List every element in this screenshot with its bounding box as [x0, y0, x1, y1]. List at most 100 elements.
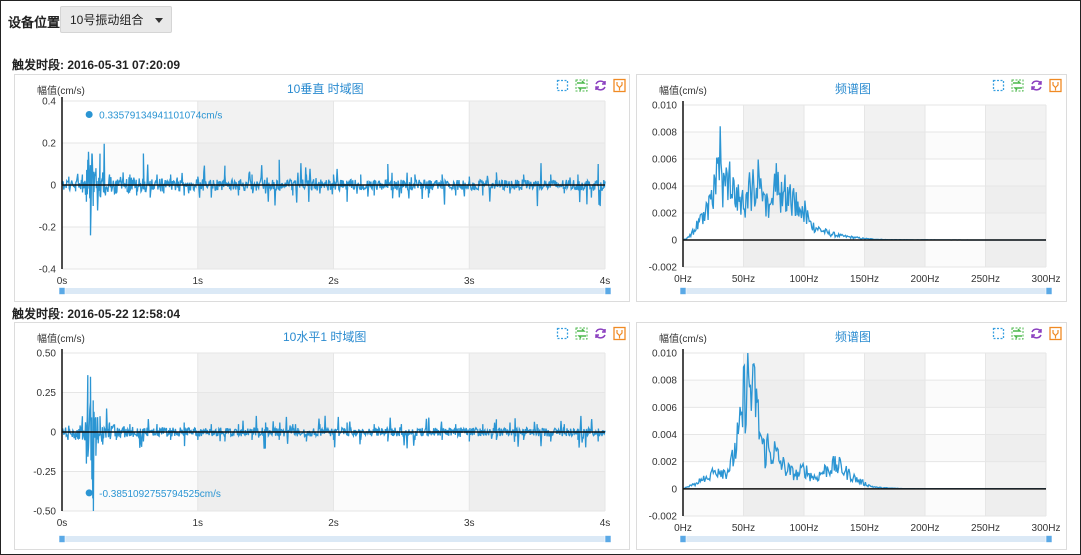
- x-tick-label: 100Hz: [790, 523, 819, 534]
- y-tick-label: -0.002: [649, 263, 678, 274]
- x-tick-label: 100Hz: [790, 274, 819, 285]
- y-tick-label: 0.25: [37, 388, 57, 399]
- spectrum-chart-2: -0.002 0 0.002 0.004 0.006 0.008 0.010 0Hz 50Hz 1…: [636, 322, 1067, 550]
- zoom-slider-track: [683, 288, 1049, 294]
- y-tick-label: 0.002: [652, 209, 677, 220]
- spectrum-chart-1: -0.002 0 0.002 0.004 0.006 0.008 0.010 0Hz 50Hz 1…: [636, 74, 1067, 302]
- zoom-slider-handle[interactable]: [58, 535, 66, 543]
- device-location-select[interactable]: 10号振动组合: [60, 6, 172, 33]
- y-tick-label: -0.2: [39, 223, 57, 234]
- chart-plot: -0.4 -0.2 0 0.2 0.4 0s 1s 2s 3s 4s 0.3357913494110…: [39, 97, 612, 295]
- chart-plot: -0.50 -0.25 0 0.25 0.50 0s 1s 2s 3s 4s -0.38510927…: [33, 349, 612, 543]
- x-tick-label: 1s: [192, 276, 203, 287]
- chart-toolbox: [991, 326, 1063, 341]
- x-tick-label: 2s: [328, 518, 339, 529]
- x-tick-label: 300Hz: [1032, 523, 1061, 534]
- zoom-slider-handle[interactable]: [679, 535, 687, 543]
- x-tick-label: 3s: [464, 276, 475, 287]
- peak-marker: [85, 110, 93, 118]
- restore-icon[interactable]: [593, 78, 608, 93]
- chart-title: 频谱图: [835, 330, 872, 344]
- y-tick-label: 0: [671, 236, 677, 247]
- chart-plot: -0.002 0 0.002 0.004 0.006 0.008 0.010 0Hz 50Hz 1…: [649, 349, 1061, 543]
- y-tick-label: 0.010: [652, 349, 677, 360]
- save-image-icon[interactable]: [612, 326, 627, 341]
- device-location-label: 设备位置:: [8, 15, 65, 30]
- x-tick-label: 250Hz: [971, 523, 1000, 534]
- y-tick-label: 0.008: [652, 376, 677, 387]
- y-tick-label: 0.004: [652, 430, 677, 441]
- zoom-slider-handle[interactable]: [679, 287, 687, 295]
- x-tick-label: 200Hz: [911, 523, 940, 534]
- y-axis-label: 幅值(cm/s): [37, 86, 85, 97]
- zoom-select-icon[interactable]: [555, 326, 570, 341]
- x-tick-label: 1s: [192, 518, 203, 529]
- y-tick-label: -0.002: [649, 512, 678, 523]
- x-tick-label: 0Hz: [674, 523, 692, 534]
- x-tick-label: 3s: [464, 518, 475, 529]
- y-tick-label: 0.006: [652, 403, 677, 414]
- peak-label: -0.3851092755794525cm/s: [99, 489, 221, 500]
- device-select-value: 10号振动组合: [70, 13, 144, 27]
- y-tick-label: 0.50: [37, 349, 57, 360]
- y-tick-label: 0: [50, 428, 56, 439]
- x-tick-label: 50Hz: [732, 274, 755, 285]
- chart-title: 10垂直 时域图: [287, 82, 364, 96]
- save-image-icon[interactable]: [1048, 78, 1063, 93]
- y-tick-label: 0.002: [652, 457, 677, 468]
- y-tick-label: 0: [671, 484, 677, 495]
- zoom-slider-track: [62, 288, 608, 294]
- series-line: [61, 375, 606, 512]
- peak-label: 0.33579134941101074cm/s: [99, 110, 222, 121]
- caret-down-icon: [155, 18, 163, 23]
- y-tick-label: 0.006: [652, 155, 677, 166]
- time-domain-chart-2: -0.50 -0.25 0 0.25 0.50 0s 1s 2s 3s 4s -0.38510927…: [14, 322, 630, 550]
- y-tick-label: 0.010: [652, 101, 677, 112]
- chart-toolbox: [555, 78, 627, 93]
- y-tick-label: 0.004: [652, 182, 677, 193]
- x-tick-label: 2s: [328, 276, 339, 287]
- x-tick-label: 0Hz: [674, 274, 692, 285]
- save-image-icon[interactable]: [612, 78, 627, 93]
- chart-toolbox: [991, 78, 1063, 93]
- chart-title: 频谱图: [835, 82, 872, 96]
- zoom-select-icon[interactable]: [991, 78, 1006, 93]
- zoom-slider-handle[interactable]: [1045, 535, 1053, 543]
- x-tick-label: 250Hz: [971, 274, 1000, 285]
- y-axis-label: 幅值(cm/s): [659, 334, 707, 345]
- zoom-reset-icon[interactable]: [1010, 78, 1025, 93]
- y-axis-label: 幅值(cm/s): [659, 86, 707, 97]
- y-tick-label: 0: [50, 181, 56, 192]
- x-tick-label: 4s: [600, 518, 611, 529]
- zoom-slider-handle[interactable]: [1045, 287, 1053, 295]
- zoom-slider-handle[interactable]: [58, 287, 66, 295]
- restore-icon[interactable]: [1029, 326, 1044, 341]
- series-line: [61, 143, 606, 236]
- chart-toolbox: [555, 326, 627, 341]
- x-tick-label: 150Hz: [850, 523, 879, 534]
- y-tick-label: 0.008: [652, 128, 677, 139]
- zoom-reset-icon[interactable]: [574, 326, 589, 341]
- peak-marker: [85, 489, 93, 497]
- y-axis-label: 幅值(cm/s): [37, 334, 85, 345]
- zoom-reset-icon[interactable]: [1010, 326, 1025, 341]
- trigger-time-2: 触发时段: 2016-05-22 12:58:04: [12, 307, 181, 321]
- zoom-reset-icon[interactable]: [574, 78, 589, 93]
- chart-title: 10水平1 时域图: [283, 330, 367, 344]
- y-tick-label: -0.25: [33, 467, 56, 478]
- y-tick-label: -0.4: [39, 265, 57, 276]
- x-tick-label: 0s: [57, 518, 68, 529]
- x-tick-label: 4s: [600, 276, 611, 287]
- zoom-select-icon[interactable]: [555, 78, 570, 93]
- restore-icon[interactable]: [593, 326, 608, 341]
- zoom-slider-handle[interactable]: [604, 287, 612, 295]
- zoom-slider-handle[interactable]: [604, 535, 612, 543]
- restore-icon[interactable]: [1029, 78, 1044, 93]
- time-domain-chart-1: -0.4 -0.2 0 0.2 0.4 0s 1s 2s 3s 4s 0.3357913494110…: [14, 74, 630, 302]
- x-tick-label: 300Hz: [1032, 274, 1061, 285]
- trigger-time-1: 触发时段: 2016-05-31 07:20:09: [12, 58, 181, 72]
- chart-plot: -0.002 0 0.002 0.004 0.006 0.008 0.010 0Hz 50Hz 1…: [649, 101, 1061, 295]
- save-image-icon[interactable]: [1048, 326, 1063, 341]
- zoom-select-icon[interactable]: [991, 326, 1006, 341]
- y-tick-label: -0.50: [33, 507, 56, 518]
